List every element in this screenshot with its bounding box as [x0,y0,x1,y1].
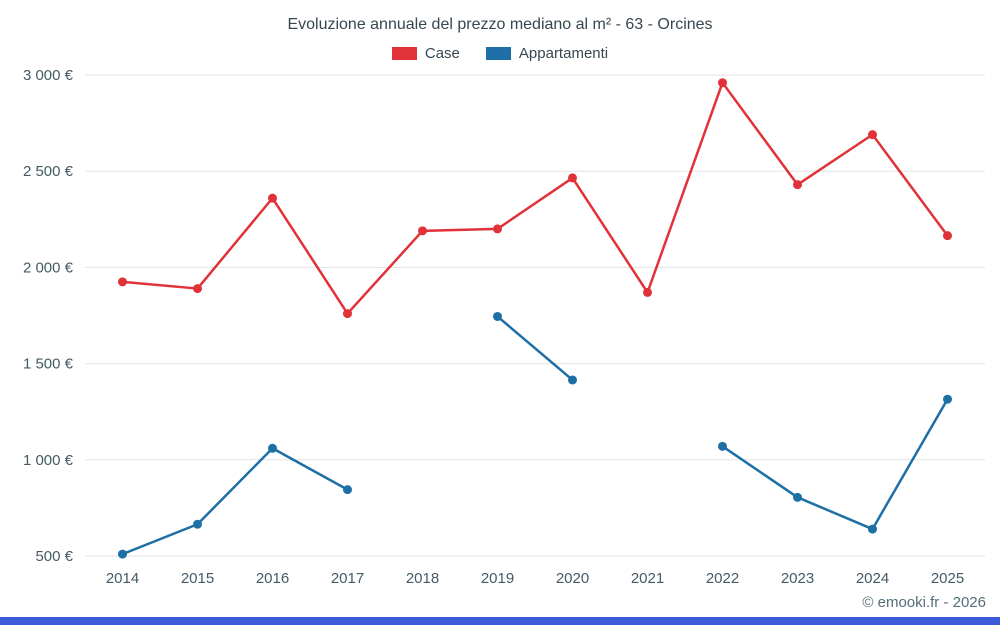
svg-text:2015: 2015 [181,570,214,587]
footer-accent-bar [0,617,1000,625]
svg-text:2022: 2022 [706,570,739,587]
legend-label-appartamenti: Appartamenti [518,45,609,62]
svg-text:1 500 €: 1 500 € [23,356,74,373]
appartamenti-color-swatch [485,47,511,60]
svg-text:1 000 €: 1 000 € [23,452,74,469]
svg-text:2018: 2018 [406,570,439,587]
svg-text:2016: 2016 [256,570,289,587]
svg-text:2019: 2019 [481,570,514,587]
svg-text:2021: 2021 [631,570,664,587]
svg-text:2023: 2023 [781,570,814,587]
svg-text:2 500 €: 2 500 € [23,163,74,180]
chart-title: Evoluzione annuale del prezzo mediano al… [287,16,713,33]
svg-text:3 000 €: 3 000 € [23,67,74,84]
svg-text:2024: 2024 [856,570,889,587]
copyright-text: © emooki.fr - 2026 [862,594,986,611]
svg-text:500 €: 500 € [35,548,73,565]
svg-text:2 000 €: 2 000 € [23,259,74,276]
legend-item-appartamenti[interactable]: Appartamenti [485,45,609,62]
svg-text:2014: 2014 [106,570,139,587]
svg-text:2017: 2017 [331,570,364,587]
chart-legend: Case Appartamenti [0,45,1000,62]
legend-item-case[interactable]: Case [391,45,460,62]
case-color-swatch [391,47,417,60]
svg-text:2025: 2025 [931,570,964,587]
legend-label-case: Case [424,45,460,62]
svg-text:2020: 2020 [556,570,589,587]
